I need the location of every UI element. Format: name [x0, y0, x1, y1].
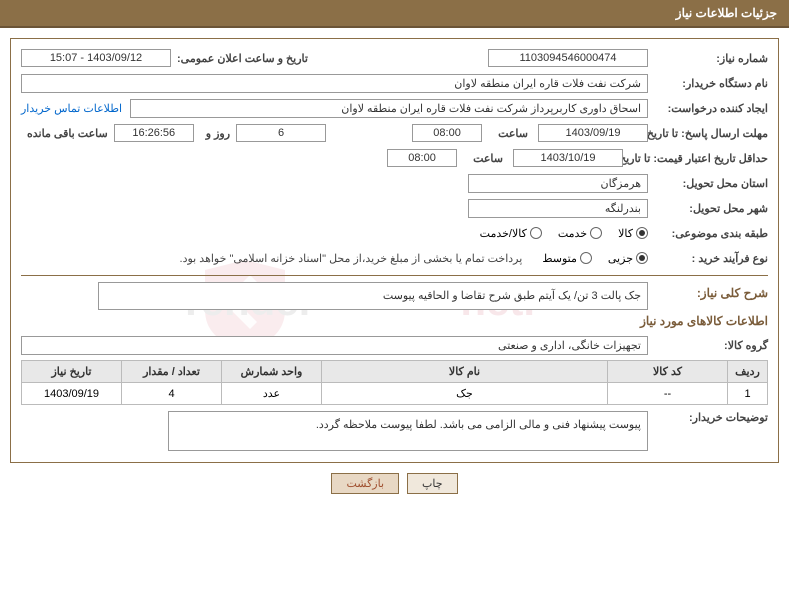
- requester-value: اسحاق داوری کاربرپرداز شرکت نفت فلات قار…: [130, 99, 648, 118]
- remain-label: ساعت باقی مانده: [21, 127, 108, 140]
- items-table: ردیف کد کالا نام کالا واحد شمارش تعداد /…: [21, 360, 768, 405]
- buyer-org-label: نام دستگاه خریدار:: [648, 77, 768, 90]
- process-label: نوع فرآیند خرید :: [648, 252, 768, 265]
- process-radio-group: جزیی متوسط: [542, 252, 648, 265]
- countdown: 16:26:56: [114, 124, 194, 142]
- page-header: جزئیات اطلاعات نیاز: [0, 0, 789, 28]
- need-no-label: شماره نیاز:: [648, 52, 768, 65]
- validity-date: 1403/10/19: [513, 149, 623, 167]
- button-row: چاپ بازگشت: [0, 473, 789, 494]
- notes-label: توضیحات خریدار:: [648, 411, 768, 424]
- cell-date: 1403/09/19: [22, 383, 122, 405]
- cell-code: --: [608, 383, 728, 405]
- category-radio-group: کالا خدمت کالا/خدمت: [480, 227, 648, 240]
- proc-small-radio[interactable]: جزیی: [608, 252, 648, 265]
- cell-qty: 4: [122, 383, 222, 405]
- requester-label: ایجاد کننده درخواست:: [648, 102, 768, 115]
- th-row: ردیف: [728, 361, 768, 383]
- notes-value: پیوست پیشنهاد فنی و مالی الزامی می باشد.…: [168, 411, 648, 451]
- validity-time: 08:00: [387, 149, 457, 167]
- page-title: جزئیات اطلاعات نیاز: [676, 6, 777, 20]
- cat-both-radio[interactable]: کالا/خدمت: [480, 227, 542, 240]
- th-name: نام کالا: [322, 361, 608, 383]
- deadline-label: مهلت ارسال پاسخ: تا تاریخ:: [648, 127, 768, 140]
- table-row: 1 -- جک عدد 4 1403/09/19: [22, 383, 768, 405]
- desc-value: جک پالت 3 تن/ یک آیتم طبق شرح تقاضا و ال…: [98, 282, 648, 310]
- deadline-date: 1403/09/19: [538, 124, 648, 142]
- cell-name: جک: [322, 383, 608, 405]
- form-panel: شماره نیاز: 1103094546000474 تاریخ و ساع…: [10, 38, 779, 463]
- th-date: تاریخ نیاز: [22, 361, 122, 383]
- province-value: هرمزگان: [468, 174, 648, 193]
- need-no-value: 1103094546000474: [488, 49, 648, 67]
- category-label: طبقه بندی موضوعی:: [648, 227, 768, 240]
- city-label: شهر محل تحویل:: [648, 202, 768, 215]
- time-label-1: ساعت: [492, 127, 528, 140]
- divider: [21, 275, 768, 276]
- city-value: بندرلنگه: [468, 199, 648, 218]
- cat-goods-radio[interactable]: کالا: [618, 227, 648, 240]
- cell-row: 1: [728, 383, 768, 405]
- group-label: گروه کالا:: [648, 339, 768, 352]
- items-title: اطلاعات کالاهای مورد نیاز: [21, 314, 768, 328]
- print-button[interactable]: چاپ: [407, 473, 458, 494]
- th-code: کد کالا: [608, 361, 728, 383]
- announce-value: 1403/09/12 - 15:07: [21, 49, 171, 67]
- contact-link[interactable]: اطلاعات تماس خریدار: [21, 102, 122, 115]
- proc-medium-radio[interactable]: متوسط: [542, 252, 592, 265]
- validity-label: حداقل تاریخ اعتبار قیمت: تا تاریخ:: [623, 152, 768, 165]
- days-label: روز و: [200, 127, 230, 140]
- buyer-org-value: شرکت نفت فلات قاره ایران منطقه لاوان: [21, 74, 648, 93]
- days-value: 6: [236, 124, 326, 142]
- cell-unit: عدد: [222, 383, 322, 405]
- announce-label: تاریخ و ساعت اعلان عمومی:: [171, 52, 308, 65]
- time-label-2: ساعت: [467, 152, 503, 165]
- th-unit: واحد شمارش: [222, 361, 322, 383]
- back-button[interactable]: بازگشت: [331, 473, 399, 494]
- process-note: پرداخت تمام یا بخشی از مبلغ خرید،از محل …: [180, 252, 523, 265]
- group-value: تجهیزات خانگی، اداری و صنعتی: [21, 336, 648, 355]
- th-qty: تعداد / مقدار: [122, 361, 222, 383]
- desc-label: شرح کلی نیاز:: [648, 286, 768, 300]
- province-label: استان محل تحویل:: [648, 177, 768, 190]
- cat-service-radio[interactable]: خدمت: [558, 227, 602, 240]
- deadline-time: 08:00: [412, 124, 482, 142]
